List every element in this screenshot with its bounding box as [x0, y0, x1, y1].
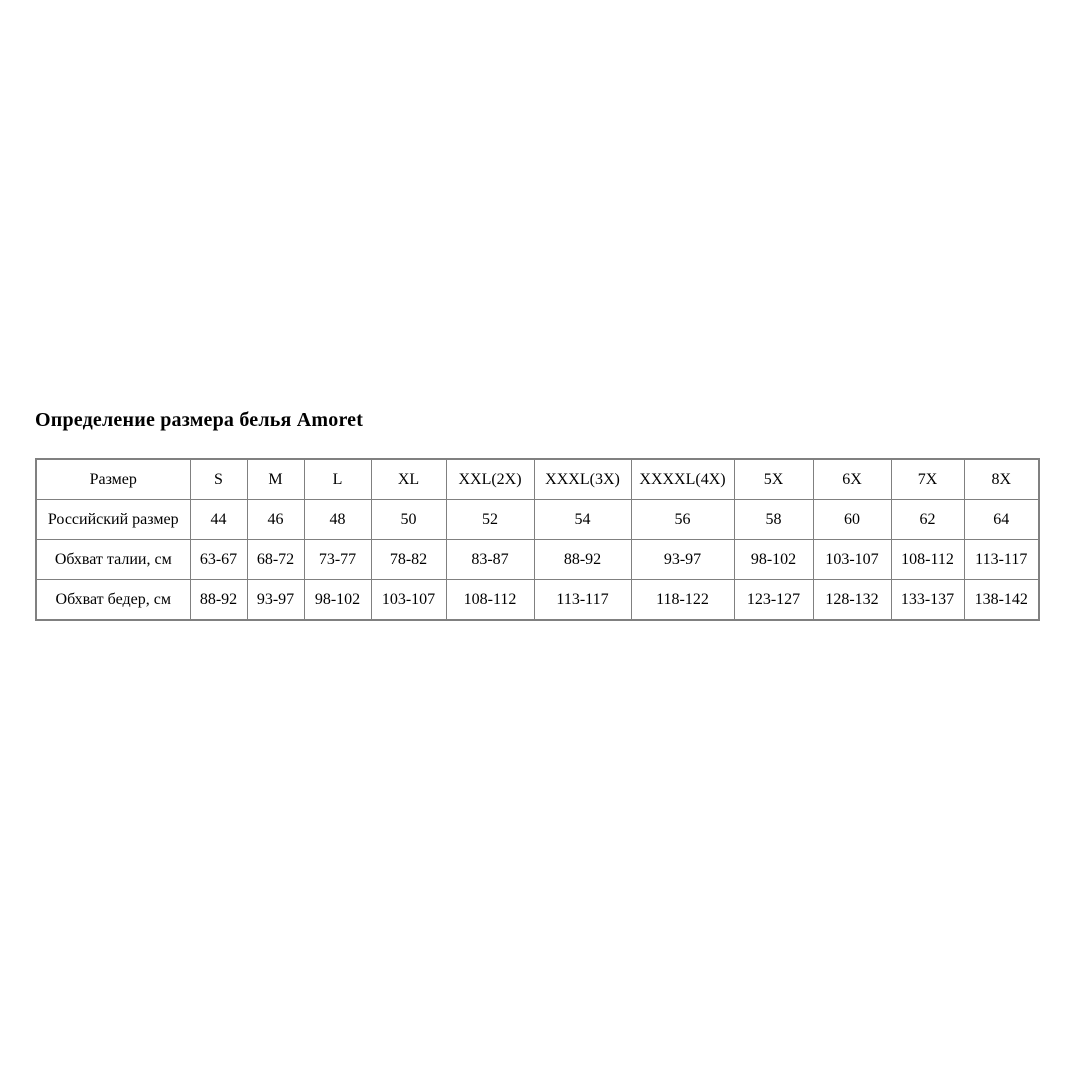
data-cell: 54 — [533, 499, 632, 540]
data-cell: 93-97 — [246, 579, 305, 621]
row-label-cell: Размер — [35, 458, 191, 500]
row-label-cell: Обхват бедер, см — [35, 579, 191, 621]
column-header-cell: 6X — [812, 458, 892, 500]
data-cell: 138-142 — [963, 579, 1040, 621]
row-label-cell: Российский размер — [35, 499, 191, 540]
column-header-cell: XXXXL(4X) — [630, 458, 735, 500]
data-cell: 52 — [445, 499, 535, 540]
column-header-cell: XL — [370, 458, 447, 500]
data-cell: 113-117 — [533, 579, 632, 621]
column-header-cell: L — [303, 458, 372, 500]
data-cell: 118-122 — [630, 579, 735, 621]
size-chart-section: Определение размера белья Amoret Размер S… — [35, 406, 1040, 621]
data-cell: 44 — [189, 499, 248, 540]
data-cell: 73-77 — [303, 539, 372, 580]
column-header-cell: 7X — [890, 458, 965, 500]
row-label-cell: Обхват талии, см — [35, 539, 191, 580]
data-cell: 88-92 — [533, 539, 632, 580]
data-cell: 93-97 — [630, 539, 735, 580]
data-cell: 98-102 — [303, 579, 372, 621]
data-cell: 123-127 — [733, 579, 814, 621]
size-table-row: Обхват талии, см 63-67 68-72 73-77 78-82 83-8… — [35, 539, 1040, 580]
data-cell: 98-102 — [733, 539, 814, 580]
data-cell: 78-82 — [370, 539, 447, 580]
data-cell: 88-92 — [189, 579, 248, 621]
data-cell: 103-107 — [812, 539, 892, 580]
size-table: Размер S M L XL XXL(2X) XXXL(3X) XXXXL(4X) 5X 6X 7… — [35, 458, 1040, 621]
size-table-row: Российский размер 44 46 48 50 52 54 56 58 60 62 64 — [35, 499, 1040, 540]
data-cell: 60 — [812, 499, 892, 540]
column-header-cell: XXXL(3X) — [533, 458, 632, 500]
column-header-cell: M — [246, 458, 305, 500]
data-cell: 64 — [963, 499, 1040, 540]
data-cell: 68-72 — [246, 539, 305, 580]
column-header-cell: XXL(2X) — [445, 458, 535, 500]
size-table-row: Обхват бедер, см 88-92 93-97 98-102 103-107 1… — [35, 579, 1040, 621]
column-header-cell: 8X — [963, 458, 1040, 500]
data-cell: 50 — [370, 499, 447, 540]
data-cell: 62 — [890, 499, 965, 540]
column-header-cell: 5X — [733, 458, 814, 500]
data-cell: 63-67 — [189, 539, 248, 580]
data-cell: 133-137 — [890, 579, 965, 621]
data-cell: 108-112 — [445, 579, 535, 621]
size-table-header-row: Размер S M L XL XXL(2X) XXXL(3X) XXXXL(4X) 5X 6X 7… — [35, 458, 1040, 500]
data-cell: 108-112 — [890, 539, 965, 580]
data-cell: 46 — [246, 499, 305, 540]
data-cell: 56 — [630, 499, 735, 540]
data-cell: 128-132 — [812, 579, 892, 621]
data-cell: 113-117 — [963, 539, 1040, 580]
data-cell: 83-87 — [445, 539, 535, 580]
data-cell: 58 — [733, 499, 814, 540]
data-cell: 103-107 — [370, 579, 447, 621]
page-title: Определение размера белья Amoret — [35, 409, 364, 431]
data-cell: 48 — [303, 499, 372, 540]
column-header-cell: S — [189, 458, 248, 500]
